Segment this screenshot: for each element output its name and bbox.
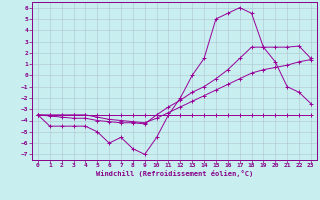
X-axis label: Windchill (Refroidissement éolien,°C): Windchill (Refroidissement éolien,°C) xyxy=(96,170,253,177)
